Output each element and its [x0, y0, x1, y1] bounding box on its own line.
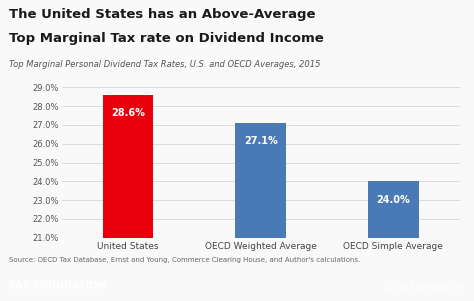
- Bar: [368, 181, 419, 238]
- Text: 28.6%: 28.6%: [111, 108, 145, 118]
- Text: TAX FOUNDATION: TAX FOUNDATION: [9, 281, 106, 291]
- Text: The United States has an Above-Average: The United States has an Above-Average: [9, 8, 316, 20]
- Text: @TaxFoundation: @TaxFoundation: [384, 281, 465, 291]
- Text: Top Marginal Tax rate on Dividend Income: Top Marginal Tax rate on Dividend Income: [9, 32, 324, 45]
- Bar: [103, 95, 153, 238]
- Text: Source: OECD Tax Database, Ernst and Young, Commerce Clearing House, and Author': Source: OECD Tax Database, Ernst and You…: [9, 257, 361, 263]
- Text: 24.0%: 24.0%: [376, 194, 410, 204]
- Bar: [236, 123, 286, 238]
- Text: Top Marginal Personal Dividend Tax Rates, U.S. and OECD Averages, 2015: Top Marginal Personal Dividend Tax Rates…: [9, 60, 321, 69]
- Text: 27.1%: 27.1%: [244, 136, 278, 146]
